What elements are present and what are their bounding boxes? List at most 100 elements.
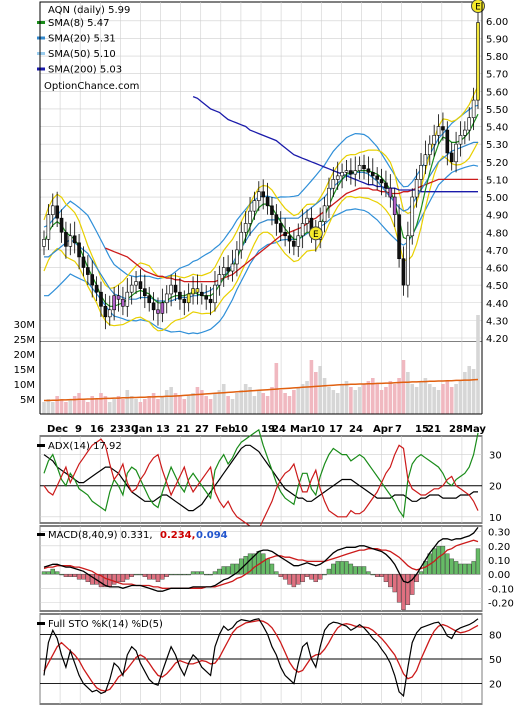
macd-legend-value: 0.234, (160, 530, 195, 541)
macd-histogram-bar (190, 571, 196, 575)
volume-bar (77, 393, 81, 414)
macd-histogram-bar (291, 573, 297, 588)
volume-bar (392, 384, 397, 414)
volume-bar (129, 396, 134, 414)
volume-bar (86, 402, 90, 414)
price-ytick-label: 5.40 (486, 123, 508, 134)
macd-histogram-bar (147, 573, 152, 580)
earnings-marker-label: E (313, 230, 319, 240)
adx-legend-label: ADX(14) 17.92 (48, 441, 122, 452)
x-tick-label: Dec (47, 424, 68, 435)
candle-body (200, 291, 204, 297)
candle-body (90, 274, 95, 286)
macd-ytick-label: 0.20 (488, 542, 510, 553)
candle-body (121, 298, 125, 307)
macd-histogram-bar (225, 566, 231, 575)
macd-histogram-bar (274, 571, 279, 575)
earnings-marker (471, 0, 485, 13)
candle-body (143, 288, 147, 297)
macd-histogram-bar (445, 553, 450, 575)
volume-bar (200, 390, 204, 414)
stochastic-legend-label: Full STO %K(14) %D(5) (48, 619, 163, 630)
candle-body (300, 223, 305, 237)
volume-ytick-label: 10M (14, 380, 35, 391)
macd-histogram-bar (348, 563, 354, 575)
macd-histogram-bar (204, 573, 209, 576)
x-tick-label: 28 (449, 424, 463, 435)
macd-legend-swatch (37, 533, 45, 536)
volume-bar (454, 384, 458, 414)
legend-swatch (37, 21, 45, 24)
volume-bar (471, 369, 476, 414)
volume-bar (305, 381, 309, 414)
candle-body (427, 143, 432, 156)
volume-bar (318, 366, 322, 414)
macd-histogram-bar (326, 568, 332, 575)
candle-body (384, 182, 388, 189)
macd-histogram-bar (361, 566, 367, 575)
candle-body (213, 284, 217, 304)
macd-histogram-bar (247, 553, 253, 575)
price-ytick-label: 5.90 (486, 34, 508, 45)
macd-histogram-bar (304, 573, 310, 577)
macd-histogram-bar (344, 561, 349, 575)
candle-body (467, 117, 472, 131)
macd-histogram-bar (103, 573, 108, 588)
volume-bar (401, 360, 406, 414)
macd-histogram-bar (383, 573, 389, 583)
candle-body (182, 298, 187, 304)
adx-ytick-label: 20 (489, 482, 502, 493)
volume-bar (467, 366, 472, 414)
candle-body (441, 126, 445, 131)
legend-swatch (37, 52, 45, 55)
x-tick-label: Apr (373, 424, 393, 435)
sma200-line (192, 95, 478, 193)
candle-body (449, 152, 454, 163)
volume-bar (134, 399, 138, 414)
volume-bar (436, 390, 441, 414)
macd-histogram-bar (278, 573, 283, 577)
volume-bar (349, 387, 353, 414)
macd-histogram-bar (68, 573, 73, 577)
legend-label: SMA(8) 5.47 (48, 18, 109, 29)
volume-bar (107, 402, 112, 414)
macd-histogram-bar (133, 573, 139, 576)
candle-body (160, 302, 165, 314)
candle-body (129, 284, 134, 293)
price-ytick-label: 4.30 (486, 316, 508, 327)
candle-body (191, 288, 195, 295)
candle-body (151, 302, 156, 311)
x-tick-label: 16 (90, 424, 104, 435)
volume-bar (90, 396, 95, 414)
volume-bar (283, 393, 287, 414)
macd-histogram-bar (300, 573, 305, 583)
volume-bar (406, 372, 410, 414)
macd-histogram-bar (138, 573, 143, 576)
volume-bar (296, 387, 301, 414)
candle-body (77, 242, 81, 258)
volume-bar (125, 390, 130, 414)
volume-bar (432, 387, 436, 414)
price-ytick-label: 5.00 (486, 193, 508, 204)
macd-histogram-bar (120, 573, 126, 583)
macd-histogram-bar (353, 566, 358, 575)
price-ytick-label: 4.80 (486, 228, 508, 239)
candle-body (50, 205, 55, 215)
macd-histogram-bar (116, 573, 121, 583)
macd-histogram-bar (46, 571, 51, 575)
x-tick-label: Feb (215, 424, 235, 435)
x-tick-label: 23 (110, 424, 124, 435)
macd-histogram-bar (168, 573, 174, 576)
macd-histogram-bar (212, 571, 218, 575)
macd-histogram-bar (440, 545, 446, 575)
volume-bar (292, 390, 296, 414)
candle-body (235, 249, 239, 265)
candle-body (436, 126, 441, 136)
candle-body (134, 281, 138, 286)
macd-histogram-bar (317, 573, 323, 580)
candle-body (397, 214, 401, 260)
stochastic-ytick-label: 80 (489, 630, 502, 641)
volume-bar (458, 381, 463, 414)
bollinger-upper-line (43, 104, 479, 280)
price-panel: 6.00 5.90 5.80 5.70 5.60 5.50 5.40 5.30 5.20 5.10… (37, 0, 508, 345)
